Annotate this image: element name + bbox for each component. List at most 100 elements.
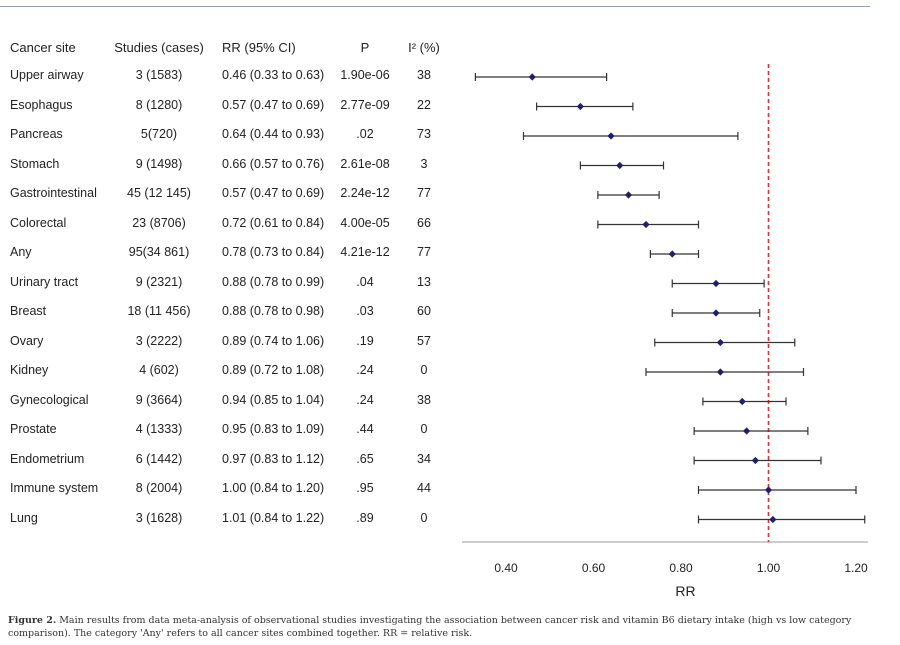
- cell-studies: 3 (1583): [135, 68, 183, 82]
- estimate-marker: [716, 338, 724, 347]
- cell-i2: 57: [417, 333, 431, 348]
- cell-site: Breast: [10, 304, 47, 318]
- cell-rr-ci: 0.88 (0.78 to 0.98): [222, 304, 325, 318]
- estimate-marker: [743, 427, 751, 435]
- estimate-marker: [764, 486, 773, 494]
- cell-rr-ci: 0.97 (0.83 to 1.12): [222, 451, 325, 466]
- cell-p: .24: [356, 363, 374, 377]
- cell-p: .89: [356, 510, 374, 525]
- cell-p: 2.61e-08: [340, 156, 390, 171]
- cell-site: Lung: [10, 510, 38, 525]
- estimate-marker: [528, 73, 536, 81]
- cell-i2: 0: [420, 422, 428, 436]
- cell-site: Gynecological: [10, 392, 89, 407]
- cell-i2: 38: [417, 392, 431, 407]
- cell-i2: 73: [417, 127, 431, 141]
- cell-p: .02: [356, 127, 374, 141]
- header-p: P: [360, 40, 370, 55]
- cell-site: Urinary tract: [10, 274, 79, 289]
- cell-site: Gastrointestinal: [10, 186, 97, 200]
- cell-i2: 77: [417, 245, 431, 259]
- cell-studies: 3 (2222): [135, 333, 183, 348]
- caption-label: Figure 2.: [8, 615, 57, 626]
- estimate-marker: [607, 132, 615, 140]
- forest-plot: 0.40 0.60 0.80 1.00 1.20 RR: [462, 64, 868, 599]
- header-i2: I² (%): [408, 40, 440, 55]
- estimate-marker: [624, 191, 633, 199]
- cell-site: Esophagus: [10, 97, 73, 112]
- cell-p: .19: [356, 333, 374, 348]
- cell-i2: 34: [417, 451, 431, 466]
- cell-site: Ovary: [10, 333, 44, 348]
- cell-studies: 23 (8706): [132, 215, 186, 230]
- cell-i2: 3: [420, 156, 428, 171]
- x-tick-label: 0.80: [669, 561, 693, 575]
- estimate-marker: [642, 220, 650, 229]
- cell-rr-ci: 0.72 (0.61 to 0.84): [222, 215, 325, 230]
- estimate-marker: [576, 102, 584, 111]
- cell-studies: 8 (1280): [135, 97, 183, 112]
- cell-p: .65: [356, 451, 374, 466]
- cell-rr-ci: 0.64 (0.44 to 0.93): [222, 127, 325, 141]
- cell-p: 1.90e-06: [340, 68, 390, 82]
- cell-p: 4.00e-05: [340, 215, 390, 230]
- cell-i2: 44: [417, 481, 431, 495]
- header-cancer-site: Cancer site: [10, 40, 76, 55]
- x-tick-label: 0.40: [494, 561, 518, 575]
- caption-text: Main results from data meta-analysis of …: [8, 615, 852, 639]
- cell-site: Pancreas: [10, 127, 63, 141]
- cell-site: Upper airway: [10, 68, 84, 82]
- cell-p: .24: [356, 392, 374, 407]
- cell-rr-ci: 0.78 (0.73 to 0.84): [222, 245, 325, 259]
- estimate-marker: [716, 368, 724, 376]
- cell-studies: 9 (3664): [135, 392, 183, 407]
- estimate-marker: [751, 456, 759, 465]
- cell-site: Prostate: [10, 422, 57, 436]
- cell-studies: 6 (1442): [135, 451, 183, 466]
- estimate-marker: [668, 250, 676, 258]
- cell-rr-ci: 0.57 (0.47 to 0.69): [222, 97, 325, 112]
- cell-studies: 4 (1333): [135, 422, 183, 436]
- cell-rr-ci: 0.89 (0.72 to 1.08): [222, 363, 325, 377]
- cell-i2: 0: [420, 363, 428, 377]
- cell-p: .04: [356, 274, 374, 289]
- cell-p: 2.24e-12: [340, 186, 390, 200]
- cell-site: Endometrium: [10, 451, 85, 466]
- cell-p: 4.21e-12: [340, 245, 390, 259]
- cell-site: Stomach: [10, 156, 60, 171]
- cell-rr-ci: 0.88 (0.78 to 0.99): [222, 274, 325, 289]
- cell-studies: 8 (2004): [135, 481, 183, 495]
- header-studies: Studies (cases): [114, 40, 204, 55]
- cell-rr-ci: 0.94 (0.85 to 1.04): [222, 392, 325, 407]
- cell-p: 2.77e-09: [340, 97, 390, 112]
- cell-studies: 95(34 861): [128, 245, 190, 259]
- cell-i2: 13: [417, 274, 431, 289]
- cell-p: .44: [356, 422, 374, 436]
- x-tick-label: 1.00: [757, 561, 781, 575]
- x-tick-label: 0.60: [582, 561, 606, 575]
- cell-site: Immune system: [10, 481, 99, 495]
- cell-i2: 77: [417, 186, 431, 200]
- cell-studies: 3 (1628): [135, 510, 183, 525]
- cell-rr-ci: 0.89 (0.74 to 1.06): [222, 333, 325, 348]
- cell-i2: 0: [420, 510, 428, 525]
- cell-studies: 5(720): [140, 127, 178, 141]
- cell-p: .95: [356, 481, 374, 495]
- cell-rr-ci: 1.01 (0.84 to 1.22): [222, 510, 325, 525]
- cell-rr-ci: 0.95 (0.83 to 1.09): [222, 422, 325, 436]
- cell-site: Any: [10, 245, 32, 259]
- cell-i2: 60: [417, 304, 431, 318]
- cell-studies: 4 (602): [139, 363, 179, 377]
- cell-studies: 9 (1498): [135, 156, 183, 171]
- cell-rr-ci: 0.66 (0.57 to 0.76): [222, 156, 325, 171]
- x-axis-label: RR: [675, 583, 695, 599]
- cell-i2: 22: [417, 97, 431, 112]
- top-rule: [0, 6, 870, 7]
- cell-i2: 38: [417, 68, 431, 82]
- cell-i2: 66: [417, 215, 431, 230]
- estimate-marker: [712, 279, 720, 288]
- cell-studies: 18 (11 456): [127, 304, 191, 318]
- figure-caption: Figure 2. Main results from data meta-an…: [8, 614, 878, 640]
- x-tick-label: 1.20: [844, 561, 868, 575]
- cell-site: Kidney: [10, 363, 49, 377]
